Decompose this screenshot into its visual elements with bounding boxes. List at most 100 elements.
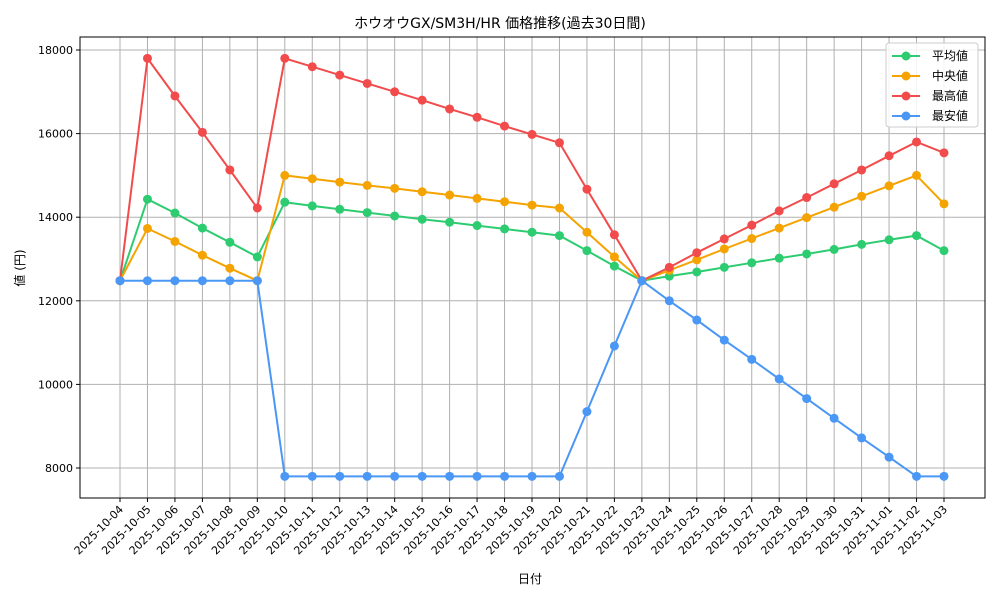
data-point bbox=[554, 231, 564, 241]
data-point bbox=[335, 471, 345, 481]
data-point bbox=[472, 112, 482, 122]
legend-item: 中央値 bbox=[892, 68, 968, 83]
data-point bbox=[445, 190, 455, 200]
data-point bbox=[554, 138, 564, 148]
data-point bbox=[527, 129, 537, 139]
data-point bbox=[500, 224, 510, 234]
data-point bbox=[225, 276, 235, 286]
data-point bbox=[417, 471, 427, 481]
data-point bbox=[197, 127, 207, 137]
data-point bbox=[280, 471, 290, 481]
data-point bbox=[719, 234, 729, 244]
data-point bbox=[307, 62, 317, 72]
data-point bbox=[252, 276, 262, 286]
data-point bbox=[170, 276, 180, 286]
data-point bbox=[802, 394, 812, 404]
data-point bbox=[747, 258, 757, 268]
data-point bbox=[197, 276, 207, 286]
data-point bbox=[582, 246, 592, 256]
y-tick-label: 8000 bbox=[45, 462, 73, 475]
data-point bbox=[829, 244, 839, 254]
data-point bbox=[335, 70, 345, 80]
data-point bbox=[307, 174, 317, 184]
data-point bbox=[307, 471, 317, 481]
series-最安値 bbox=[115, 276, 949, 481]
legend-label: 最高値 bbox=[932, 88, 968, 103]
legend-marker-icon bbox=[901, 111, 911, 121]
y-tick-label: 14000 bbox=[38, 211, 73, 224]
data-point bbox=[802, 193, 812, 203]
data-point bbox=[280, 53, 290, 63]
y-tick-label: 10000 bbox=[38, 378, 73, 391]
legend-item: 最高値 bbox=[892, 88, 968, 103]
data-point bbox=[774, 206, 784, 216]
data-point bbox=[692, 248, 702, 258]
data-point bbox=[445, 217, 455, 227]
data-point bbox=[225, 165, 235, 175]
data-point bbox=[774, 253, 784, 263]
data-point bbox=[939, 471, 949, 481]
data-point bbox=[609, 230, 619, 240]
legend-item: 平均値 bbox=[892, 48, 968, 63]
legend-marker-icon bbox=[901, 51, 911, 61]
data-point bbox=[829, 413, 839, 423]
legend-label: 平均値 bbox=[932, 48, 968, 63]
data-point bbox=[500, 121, 510, 131]
data-point bbox=[417, 187, 427, 197]
data-point bbox=[472, 221, 482, 231]
data-point bbox=[527, 200, 537, 210]
data-point bbox=[500, 197, 510, 207]
data-point bbox=[142, 194, 152, 204]
data-point bbox=[390, 471, 400, 481]
data-point bbox=[417, 214, 427, 224]
data-point bbox=[912, 471, 922, 481]
data-point bbox=[554, 203, 564, 213]
data-point bbox=[252, 252, 262, 262]
data-point bbox=[912, 137, 922, 147]
data-point bbox=[692, 255, 702, 265]
data-point bbox=[939, 199, 949, 209]
series-layer bbox=[115, 53, 949, 481]
data-point bbox=[335, 204, 345, 214]
data-point bbox=[857, 165, 867, 175]
data-point bbox=[142, 223, 152, 233]
legend-marker-icon bbox=[901, 91, 911, 101]
chart-title: ホウオウGX/SM3H/HR 価格推移(過去30日間) bbox=[354, 16, 646, 32]
x-axis: 2025-10-042025-10-052025-10-062025-10-07… bbox=[72, 498, 950, 557]
data-point bbox=[280, 197, 290, 207]
data-point bbox=[802, 213, 812, 223]
data-point bbox=[362, 208, 372, 218]
data-point bbox=[939, 246, 949, 256]
data-point bbox=[362, 471, 372, 481]
data-point bbox=[445, 104, 455, 114]
data-point bbox=[390, 183, 400, 193]
data-point bbox=[692, 267, 702, 277]
y-tick-label: 12000 bbox=[38, 295, 73, 308]
legend-marker-icon bbox=[901, 71, 911, 81]
legend-item: 最安値 bbox=[892, 108, 968, 123]
data-point bbox=[582, 227, 592, 237]
legend-label: 中央値 bbox=[932, 68, 968, 83]
data-point bbox=[472, 193, 482, 203]
data-point bbox=[747, 234, 757, 244]
data-point bbox=[280, 170, 290, 180]
data-point bbox=[582, 407, 592, 417]
data-point bbox=[884, 235, 894, 245]
legend-box bbox=[885, 42, 979, 128]
data-point bbox=[307, 201, 317, 211]
grid-lines bbox=[80, 37, 985, 498]
data-point bbox=[912, 231, 922, 241]
data-point bbox=[142, 53, 152, 63]
data-point bbox=[802, 249, 812, 259]
data-point bbox=[884, 151, 894, 161]
data-point bbox=[774, 374, 784, 384]
data-point bbox=[747, 220, 757, 230]
data-point bbox=[390, 87, 400, 97]
data-point bbox=[390, 211, 400, 221]
data-point bbox=[829, 179, 839, 189]
data-point bbox=[912, 170, 922, 180]
data-point bbox=[197, 250, 207, 260]
